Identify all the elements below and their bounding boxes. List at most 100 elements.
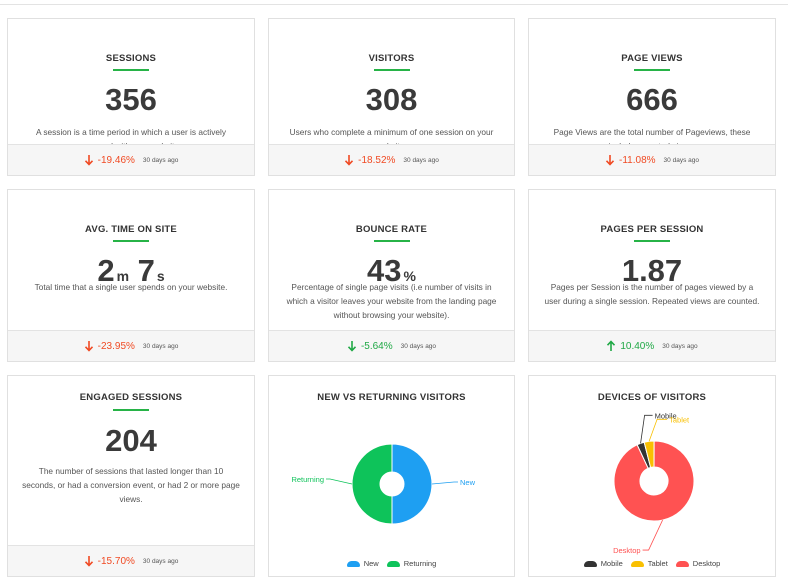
change-period: 30 days ago [142,557,179,565]
card-title: PAGES PER SESSION [600,224,704,235]
leader-line-mobile [640,414,653,444]
card-title: PAGE VIEWS [621,53,683,64]
card-footer: -15.70% 30 days ago [8,545,254,576]
percent-unit: % [403,268,416,284]
seconds-value: 7 [137,253,155,288]
change-period: 30 days ago [662,342,698,350]
engaged-sessions-card: ENGAGED SESSIONS 204 The number of sessi… [7,375,255,577]
pages-per-session-card: PAGES PER SESSION 1.87 Pages per Session… [528,189,776,362]
legend-label-desktop: Desktop [692,559,721,568]
seconds-unit: s [156,268,165,284]
card-title: SESSIONS [105,53,157,64]
sessions-card: SESSIONS 356 A session is a time period … [7,18,255,176]
metric-value: 204 [105,423,157,458]
change-percent: -18.52% [358,154,396,166]
title-underline [634,240,670,242]
metric-value: 356 [105,82,157,117]
arrow-down-icon [347,341,357,352]
change-period: 30 days ago [142,156,179,164]
arrow-down-icon [84,341,93,352]
slice-returning[interactable] [351,443,393,525]
arrow-down-icon [345,155,354,166]
page-views-card: PAGE VIEWS 666 Page Views are the total … [528,18,776,176]
legend-label-mobile: Mobile [600,559,623,568]
change-percent: -23.95% [97,340,135,352]
metric-description: Pages per Session is the number of pages… [544,282,760,306]
legend-swatch-returning [386,560,400,567]
minutes-value: 2 [97,253,115,288]
leader-line-returning [326,478,353,485]
bounce-rate-card: BOUNCE RATE 43% Percentage of single pag… [268,189,515,362]
card-title: BOUNCE RATE [355,224,428,235]
arrow-down-icon [84,556,93,567]
chart-title: DEVICES OF VISITORS [597,392,707,403]
slice-desktop[interactable] [613,440,695,522]
change-period: 30 days ago [142,342,179,350]
title-underline [373,69,410,71]
arrow-down-icon [84,155,93,166]
metric-description: Percentage of single page visits (i.e nu… [286,282,497,320]
leader-line-new [431,481,458,485]
change-percent: -15.70% [97,555,135,567]
card-footer: 10.40% 30 days ago [529,330,775,361]
card-footer: -18.52% 30 days ago [269,144,514,175]
slice-label-tablet: Tablet [669,415,690,424]
legend-item-returning[interactable]: Returning [386,559,436,568]
legend-swatch-desktop [675,560,689,567]
bounce-value: 43 [367,253,402,288]
arrow-up-icon [607,340,616,351]
slice-new[interactable] [391,443,433,525]
minutes-unit: m [116,268,130,284]
chart-legend: New Returning [269,559,514,568]
legend-swatch-tablet [630,560,644,567]
change-percent: -19.46% [97,154,135,166]
leader-line-desktop [642,519,663,551]
metric-value: 666 [626,82,678,117]
card-footer: -11.08% 30 days ago [529,144,775,175]
change-percent: 10.40% [620,340,655,352]
metric-description: The number of sessions that lasted longe… [22,466,240,504]
change-period: 30 days ago [403,156,439,164]
metric-description: Total time that a single user spends on … [34,282,228,292]
card-footer: -19.46% 30 days ago [8,144,254,175]
card-title: VISITORS [368,53,415,64]
metric-value: 1.87 [621,253,683,288]
legend-item-desktop[interactable]: Desktop [675,559,721,568]
card-footer: -23.95% 30 days ago [8,330,254,361]
slice-label-desktop: Desktop [613,546,641,555]
title-underline [113,240,149,242]
new-vs-returning-chart: New Returning [291,443,476,525]
legend-label-tablet: Tablet [647,559,668,568]
change-percent: -11.08% [619,154,656,166]
change-period: 30 days ago [663,156,699,164]
slice-label-mobile: Mobile [655,411,677,420]
title-underline [113,409,149,411]
legend-item-tablet[interactable]: Tablet [630,559,668,568]
metric-value: 43% [269,251,514,296]
slice-label-new: New [460,478,476,487]
change-period: 30 days ago [400,342,437,350]
legend-item-new[interactable]: New [346,559,379,568]
chart-legend: Mobile Tablet Desktop [529,559,775,568]
legend-label-new: New [363,559,379,568]
devices-card: DEVICES OF VISITORS Mobile Tablet Desktop … [528,375,776,577]
change-percent: -5.64% [360,340,393,352]
legend-swatch-new [346,560,360,567]
arrow-down-icon [605,155,615,166]
slice-label-returning: Returning [291,475,324,484]
title-underline [634,69,670,71]
leader-line-tablet [648,418,668,442]
title-underline [373,240,410,242]
metric-value: 308 [365,82,418,117]
card-title: AVG. TIME ON SITE [85,224,177,235]
card-title: ENGAGED SESSIONS [79,392,183,403]
chart-title: NEW VS RETURNING VISITORS [317,392,466,403]
new-vs-returning-card: NEW VS RETURNING VISITORS New Returning N… [268,375,515,577]
visitors-card: VISITORS 308 Users who complete a minimu… [268,18,515,176]
legend-item-mobile[interactable]: Mobile [583,559,623,568]
title-underline [113,69,149,71]
legend-swatch-mobile [583,560,597,567]
